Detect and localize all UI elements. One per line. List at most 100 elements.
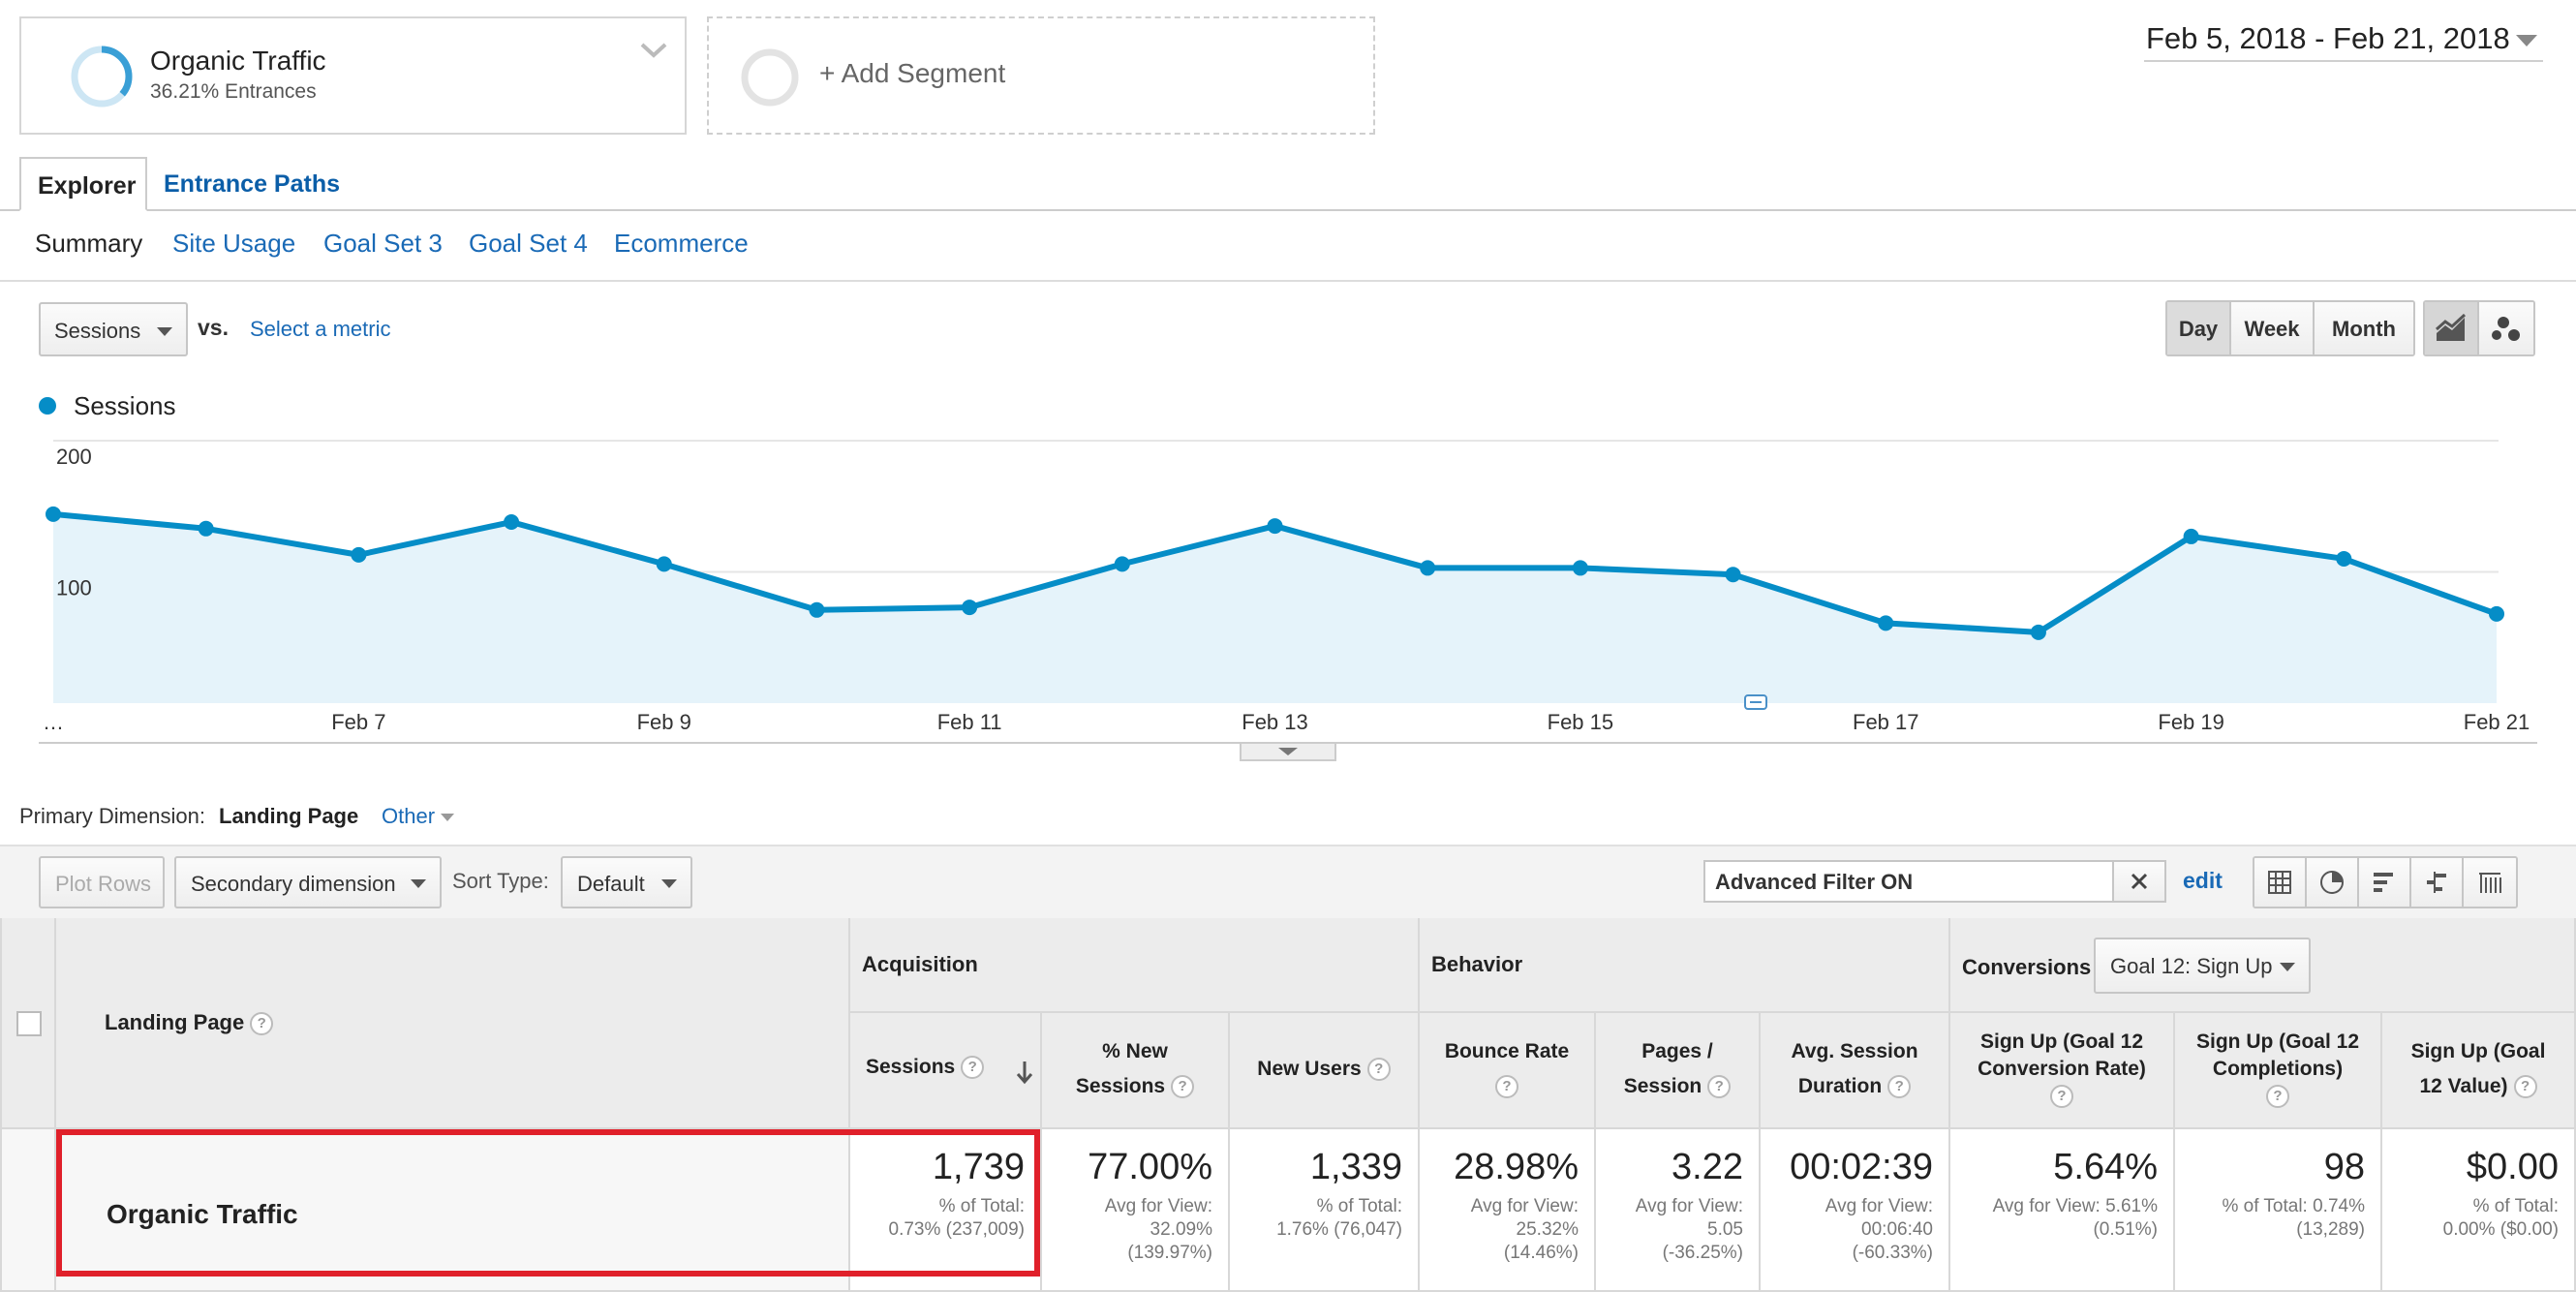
- help-icon[interactable]: ?: [2513, 1075, 2537, 1099]
- subtab-goal-set-3[interactable]: Goal Set 3: [323, 229, 443, 258]
- cell-completions-value: 98: [2323, 1147, 2365, 1187]
- help-icon[interactable]: ?: [1366, 1058, 1391, 1082]
- help-icon[interactable]: ?: [250, 1012, 274, 1036]
- primary-dimension-value: Landing Page: [219, 804, 359, 828]
- column-header-new-users-label: New Users: [1257, 1058, 1362, 1080]
- table-view-group: [2253, 856, 2518, 908]
- column-header-new-sessions[interactable]: % New Sessions?: [1042, 1013, 1230, 1129]
- motion-chart-icon[interactable]: [2479, 302, 2533, 354]
- data-point[interactable]: [2183, 528, 2199, 544]
- help-icon[interactable]: ?: [961, 1056, 985, 1080]
- week-button[interactable]: Week: [2231, 302, 2315, 354]
- day-button[interactable]: Day: [2167, 302, 2231, 354]
- data-point[interactable]: [1114, 556, 1130, 572]
- segment-organic-traffic[interactable]: Organic Traffic 36.21% Entrances: [19, 16, 687, 135]
- clear-filter-button[interactable]: [2112, 862, 2164, 901]
- subtab-goal-set-4[interactable]: Goal Set 4: [469, 229, 588, 258]
- landing-page-header-label: Landing Page: [105, 1010, 245, 1034]
- help-icon[interactable]: ?: [1495, 1075, 1518, 1099]
- select-all-cell: [0, 918, 56, 1129]
- legend-label: Sessions: [74, 391, 176, 420]
- column-header-bounce-rate-label: Bounce Rate: [1444, 1040, 1570, 1062]
- cell-pages-session-value: 3.22: [1671, 1147, 1743, 1187]
- column-header-new-users[interactable]: New Users?: [1230, 1013, 1420, 1129]
- x-tick-label: Feb 13: [1242, 710, 1308, 734]
- help-icon[interactable]: ?: [2050, 1085, 2073, 1109]
- x-tick-label: …: [43, 710, 64, 734]
- annotation-icon[interactable]: [1744, 694, 1767, 710]
- pivot-view-icon[interactable]: [2464, 858, 2516, 907]
- data-point[interactable]: [2489, 605, 2504, 622]
- line-chart-icon[interactable]: [2425, 302, 2479, 354]
- help-icon[interactable]: ?: [1171, 1075, 1195, 1099]
- add-segment-button[interactable]: + Add Segment: [707, 16, 1375, 135]
- data-point[interactable]: [198, 520, 214, 537]
- data-table: Landing Page? Acquisition Behavior Conve…: [0, 918, 2576, 1292]
- pie-view-icon[interactable]: [2307, 858, 2359, 907]
- goal-select[interactable]: Goal 12: Sign Up: [2094, 938, 2311, 994]
- data-point[interactable]: [1420, 560, 1436, 576]
- column-header-bounce-rate[interactable]: Bounce Rate ?: [1420, 1013, 1596, 1129]
- cell-completions-sub1: % of Total: 0.74%: [2222, 1196, 2365, 1216]
- column-header-conversion-rate[interactable]: Sign Up (Goal 12 Conversion Rate) ?: [1950, 1013, 2175, 1129]
- month-button[interactable]: Month: [2315, 302, 2413, 354]
- cell-new-sessions: 77.00% Avg for View: 32.09% (139.97%): [1042, 1129, 1230, 1292]
- subtab-ecommerce[interactable]: Ecommerce: [614, 229, 749, 258]
- data-point[interactable]: [2336, 550, 2352, 567]
- column-header-completions[interactable]: Sign Up (Goal 12 Completions) ?: [2175, 1013, 2382, 1129]
- caret-down-icon: [441, 814, 454, 821]
- subtab-site-usage[interactable]: Site Usage: [172, 229, 296, 258]
- performance-view-icon[interactable]: [2359, 858, 2411, 907]
- chart-expand-handle[interactable]: [1240, 742, 1336, 761]
- edit-filter-link[interactable]: edit: [2183, 868, 2223, 893]
- column-header-goal-value[interactable]: Sign Up (Goal 12 Value)?: [2382, 1013, 2576, 1129]
- data-point[interactable]: [962, 600, 978, 616]
- help-icon[interactable]: ?: [2266, 1085, 2289, 1109]
- column-header-pages-session[interactable]: Pages / Session?: [1596, 1013, 1761, 1129]
- data-point[interactable]: [46, 506, 61, 522]
- help-icon[interactable]: ?: [1707, 1075, 1732, 1099]
- data-point[interactable]: [656, 556, 672, 572]
- tab-entrance-paths[interactable]: Entrance Paths: [164, 170, 341, 198]
- landing-page-header[interactable]: Landing Page?: [56, 918, 850, 1129]
- secondary-dimension-select[interactable]: Secondary dimension: [174, 856, 442, 908]
- tab-explorer[interactable]: Explorer: [19, 157, 147, 211]
- select-metric-link[interactable]: Select a metric: [250, 317, 391, 341]
- sort-type-select[interactable]: Default: [561, 856, 692, 908]
- data-point[interactable]: [809, 601, 825, 618]
- data-point[interactable]: [1878, 615, 1894, 631]
- cell-new-sessions-sub2: 32.09%: [1150, 1219, 1212, 1240]
- primary-dimension-other[interactable]: Other: [382, 804, 436, 828]
- select-all-checkbox[interactable]: [16, 1011, 42, 1036]
- metric-select[interactable]: Sessions: [39, 302, 188, 356]
- sort-descending-icon: [1016, 1061, 1033, 1085]
- caret-down-icon: [157, 327, 172, 336]
- cell-conversion-rate-value: 5.64%: [2053, 1147, 2158, 1187]
- plot-rows-button[interactable]: Plot Rows: [39, 856, 165, 908]
- cell-new-users-value: 1,339: [1309, 1147, 1402, 1187]
- cell-bounce-rate-sub3: (14.46%): [1503, 1243, 1579, 1263]
- column-header-avg-session-duration[interactable]: Avg. Session Duration?: [1761, 1013, 1950, 1129]
- help-icon[interactable]: ?: [1887, 1075, 1912, 1099]
- close-icon: [2131, 873, 2148, 890]
- segment-donut-icon: [71, 46, 133, 108]
- data-point[interactable]: [351, 546, 367, 563]
- subtab-summary[interactable]: Summary: [35, 229, 143, 258]
- data-point[interactable]: [1725, 567, 1741, 583]
- acquisition-group-header: Acquisition: [850, 918, 1420, 1013]
- data-point[interactable]: [504, 514, 520, 531]
- column-header-sessions[interactable]: Sessions?: [850, 1013, 1042, 1129]
- cell-bounce-rate-sub2: 25.32%: [1516, 1219, 1579, 1240]
- cell-bounce-rate-value: 28.98%: [1454, 1147, 1579, 1187]
- comparison-view-icon[interactable]: [2411, 858, 2464, 907]
- data-table-view-icon[interactable]: [2254, 858, 2307, 907]
- advanced-filter-field[interactable]: Advanced Filter ON: [1703, 860, 2166, 903]
- chevron-down-icon[interactable]: [636, 32, 671, 67]
- data-point[interactable]: [1572, 560, 1588, 576]
- data-point[interactable]: [1267, 518, 1283, 535]
- data-point[interactable]: [2030, 624, 2046, 640]
- goal-select-value: Goal 12: Sign Up: [2110, 954, 2273, 978]
- date-range-picker[interactable]: Feb 5, 2018 - Feb 21, 2018: [2144, 21, 2543, 62]
- column-header-pages-session-line2: Session: [1623, 1075, 1702, 1097]
- column-header-new-sessions-line1: % New: [1102, 1040, 1168, 1062]
